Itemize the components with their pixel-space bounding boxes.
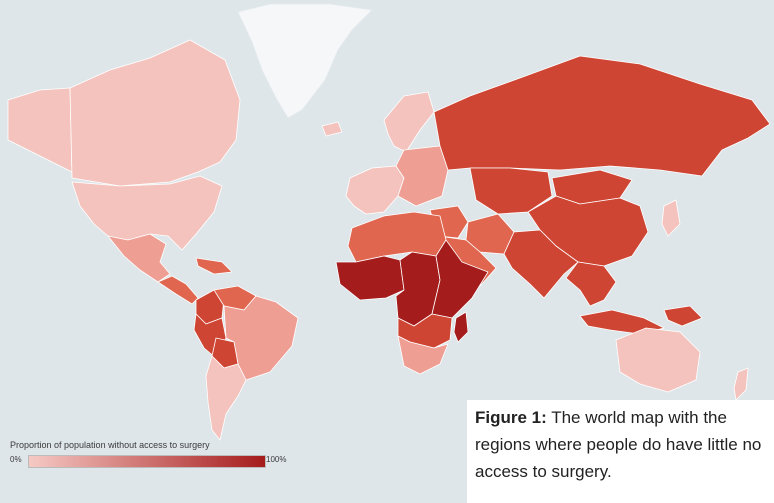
papua-new-guinea (663, 305, 703, 327)
figure-caption: Figure 1: The world map with the regions… (467, 400, 774, 503)
central-america (157, 275, 199, 305)
eastern-europe (395, 145, 449, 207)
alaska (7, 87, 73, 173)
kazakhstan (469, 167, 553, 215)
south-africa (397, 335, 449, 375)
south-asia (503, 229, 579, 299)
legend-gradient-bar (28, 455, 266, 468)
legend-title: Proportion of population without access … (10, 440, 210, 450)
japan (661, 199, 681, 237)
caribbean (195, 257, 233, 275)
iceland (321, 121, 343, 137)
mexico (107, 233, 171, 283)
scandinavia (383, 91, 435, 153)
greenland (237, 3, 373, 119)
southern-cone (205, 355, 247, 441)
western-europe (345, 165, 405, 215)
new-zealand (733, 367, 749, 401)
caption-body: The world map with the regions where peo… (475, 408, 762, 481)
australia (615, 327, 701, 393)
madagascar (453, 311, 469, 343)
southeast-asia (565, 261, 617, 307)
usa (71, 175, 223, 251)
legend: Proportion of population without access … (6, 440, 306, 470)
caption-text: Figure 1: The world map with the regions… (475, 404, 774, 485)
legend-max-label: 100% (266, 455, 287, 464)
east-africa (431, 239, 489, 319)
legend-min-label: 0% (10, 455, 22, 464)
caption-label: Figure 1: (475, 408, 547, 427)
